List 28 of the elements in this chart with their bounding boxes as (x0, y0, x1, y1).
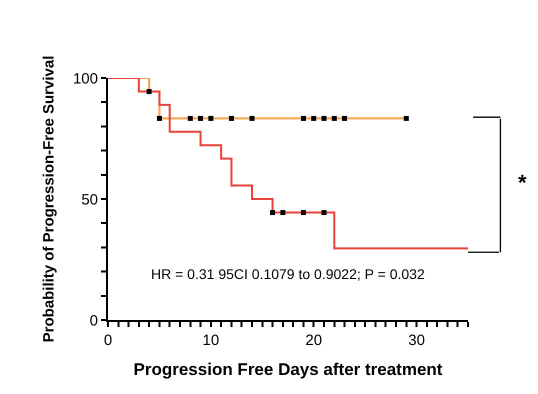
point (146, 89, 152, 94)
x-tick-label: 30 (408, 332, 425, 349)
point (300, 210, 306, 216)
y-axis-title: Probability of Progression-Free Survival (40, 56, 58, 342)
point (188, 116, 193, 121)
point (300, 116, 306, 121)
text: * (518, 170, 527, 195)
y-tick-label: 0 (90, 312, 98, 330)
point (322, 116, 326, 121)
x-tick-label: 0 (104, 332, 112, 349)
point (270, 210, 276, 216)
point (311, 116, 316, 121)
y-tick-label: 100 (72, 70, 98, 88)
point (404, 116, 409, 121)
x-axis-title: Progression Free Days after treatment (134, 360, 443, 379)
point (208, 116, 214, 121)
y-tick-label: 50 (81, 191, 98, 208)
annotation: HR = 0.31 95CI 0.1079 to 0.9022; P = 0.032 (151, 266, 425, 282)
x-tick-label: 20 (305, 332, 322, 349)
point (280, 210, 286, 216)
point (342, 116, 348, 121)
point (332, 116, 337, 121)
point (250, 116, 254, 121)
x-tick-label: 10 (202, 332, 220, 349)
point (228, 116, 234, 121)
point (198, 116, 204, 121)
point (156, 116, 162, 121)
point (322, 210, 326, 216)
